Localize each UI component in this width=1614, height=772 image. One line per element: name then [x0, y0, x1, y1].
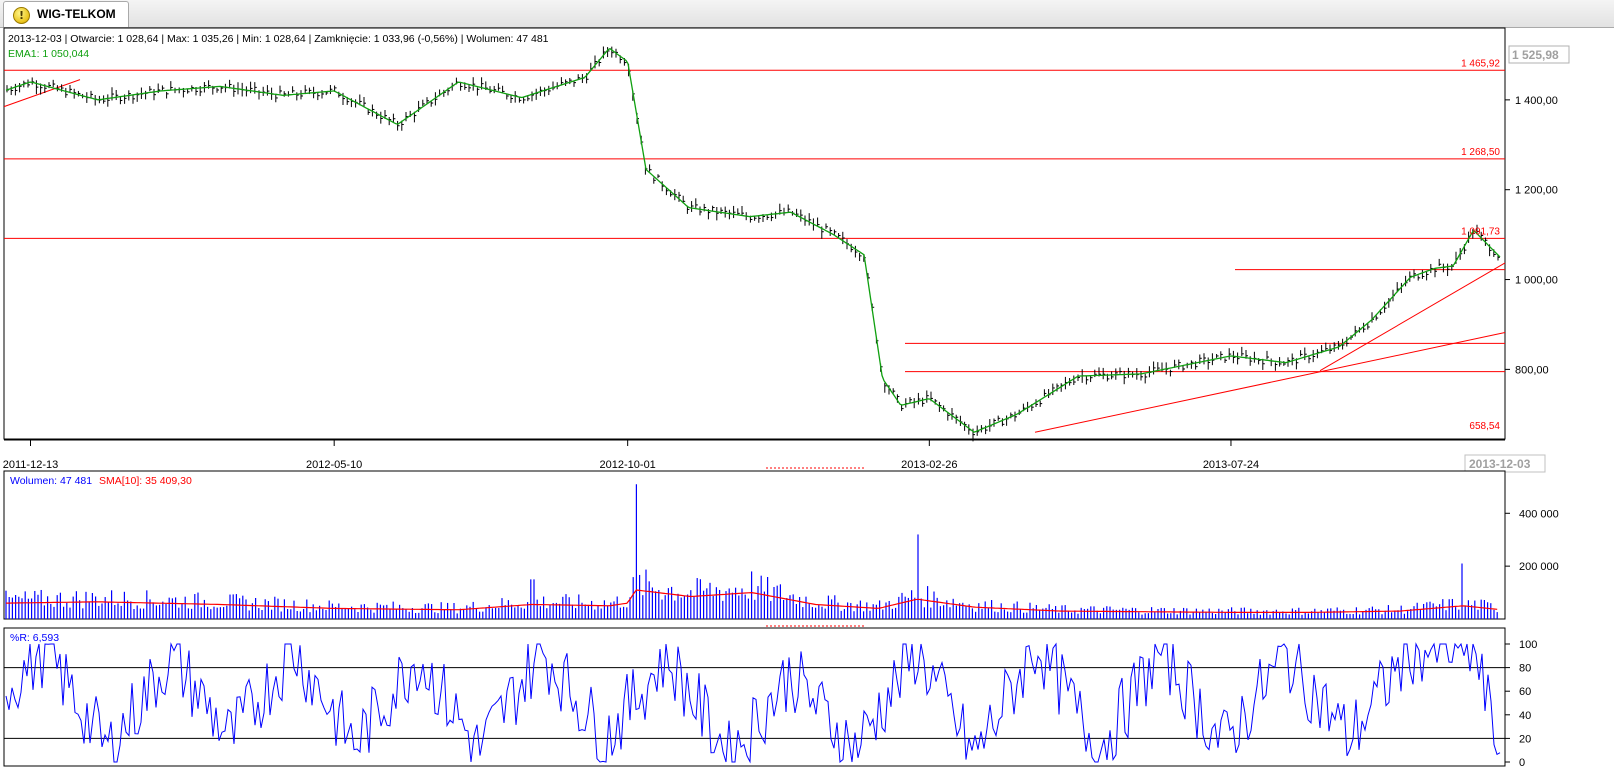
tab-title: WIG-TELKOM — [37, 7, 116, 21]
sma-legend: SMA[10]: 35 409,30 — [99, 475, 192, 487]
level-label: 658,54 — [1469, 421, 1500, 432]
chart-svg[interactable]: 2013-12-03 | Otwarcie: 1 028,64 | Max: 1… — [0, 27, 1614, 769]
warning-icon: ! — [13, 7, 30, 24]
last-value-badge-text: 1 525,98 — [1512, 48, 1559, 62]
ema-legend: EMA1: 1 050,044 — [8, 48, 89, 60]
wr-y-tick-label: 0 — [1519, 757, 1525, 767]
date-tick-label: 2012-10-01 — [600, 459, 656, 471]
level-label: 1 091,73 — [1461, 226, 1500, 237]
wr-y-tick-label: 20 — [1519, 733, 1531, 745]
volume-panel: Wolumen: 47 481 SMA[10]: 35 409,30 400 0… — [3, 470, 1559, 627]
wr-legend: %R: 6,593 — [10, 632, 59, 644]
wr-y-tick-label: 40 — [1519, 710, 1531, 722]
trend-line — [3, 79, 81, 108]
ema-line — [5, 47, 1501, 433]
date-axis: 2011-12-13 2012-05-10 2012-10-01 2013-02-26… — [3, 439, 1546, 473]
price-y-tick-label: 1 400,00 — [1515, 95, 1558, 107]
trend-line — [1319, 262, 1506, 372]
tab-wig-telkom[interactable]: ! WIG-TELKOM — [3, 1, 129, 27]
tab-bar: ! WIG-TELKOM — [0, 0, 1614, 28]
date-tick-label: 2013-02-26 — [901, 459, 957, 471]
date-tick-label: 2011-12-13 — [3, 459, 58, 471]
wr-line — [5, 642, 1501, 764]
price-info-line: 2013-12-03 | Otwarcie: 1 028,64 | Max: 1… — [8, 33, 549, 45]
current-date-badge-text: 2013-12-03 — [1469, 457, 1531, 471]
price-plot-frame — [3, 27, 1506, 440]
wr-y-tick-label: 80 — [1519, 663, 1531, 675]
price-y-tick-label: 800,00 — [1515, 364, 1549, 376]
level-label: 1 465,92 — [1461, 58, 1500, 69]
price-y-tick-label: 1 200,00 — [1515, 185, 1558, 197]
chart-area[interactable]: 2013-12-03 | Otwarcie: 1 028,64 | Max: 1… — [0, 27, 1614, 769]
volume-plot-frame — [3, 470, 1506, 620]
sma-line — [6, 589, 1498, 614]
wr-y-tick-label: 60 — [1519, 686, 1531, 698]
last-value-badge — [1508, 45, 1570, 64]
price-y-tick-label: 1 000,00 — [1515, 275, 1558, 287]
wr-plot-frame — [3, 627, 1506, 767]
trend-line — [1034, 332, 1506, 433]
volume-y-tick-label: 400 000 — [1519, 508, 1559, 520]
price-y-axis: 1 525,98 1 400,00 1 200,00 1 000,00 800,00 — [1505, 45, 1570, 376]
price-panel: 2013-12-03 | Otwarcie: 1 028,64 | Max: 1… — [3, 27, 1570, 442]
volume-y-tick-label: 200 000 — [1519, 561, 1559, 573]
level-label: 1 268,50 — [1461, 147, 1500, 158]
volume-legend: Wolumen: 47 481 — [10, 475, 92, 487]
date-tick-label: 2013-07-24 — [1203, 459, 1259, 471]
wr-y-tick-label: 100 — [1519, 639, 1537, 651]
date-tick-label: 2012-05-10 — [306, 459, 362, 471]
williams-r-panel: %R: 6,593 100 80 60 40 20 0 — [3, 627, 1537, 769]
